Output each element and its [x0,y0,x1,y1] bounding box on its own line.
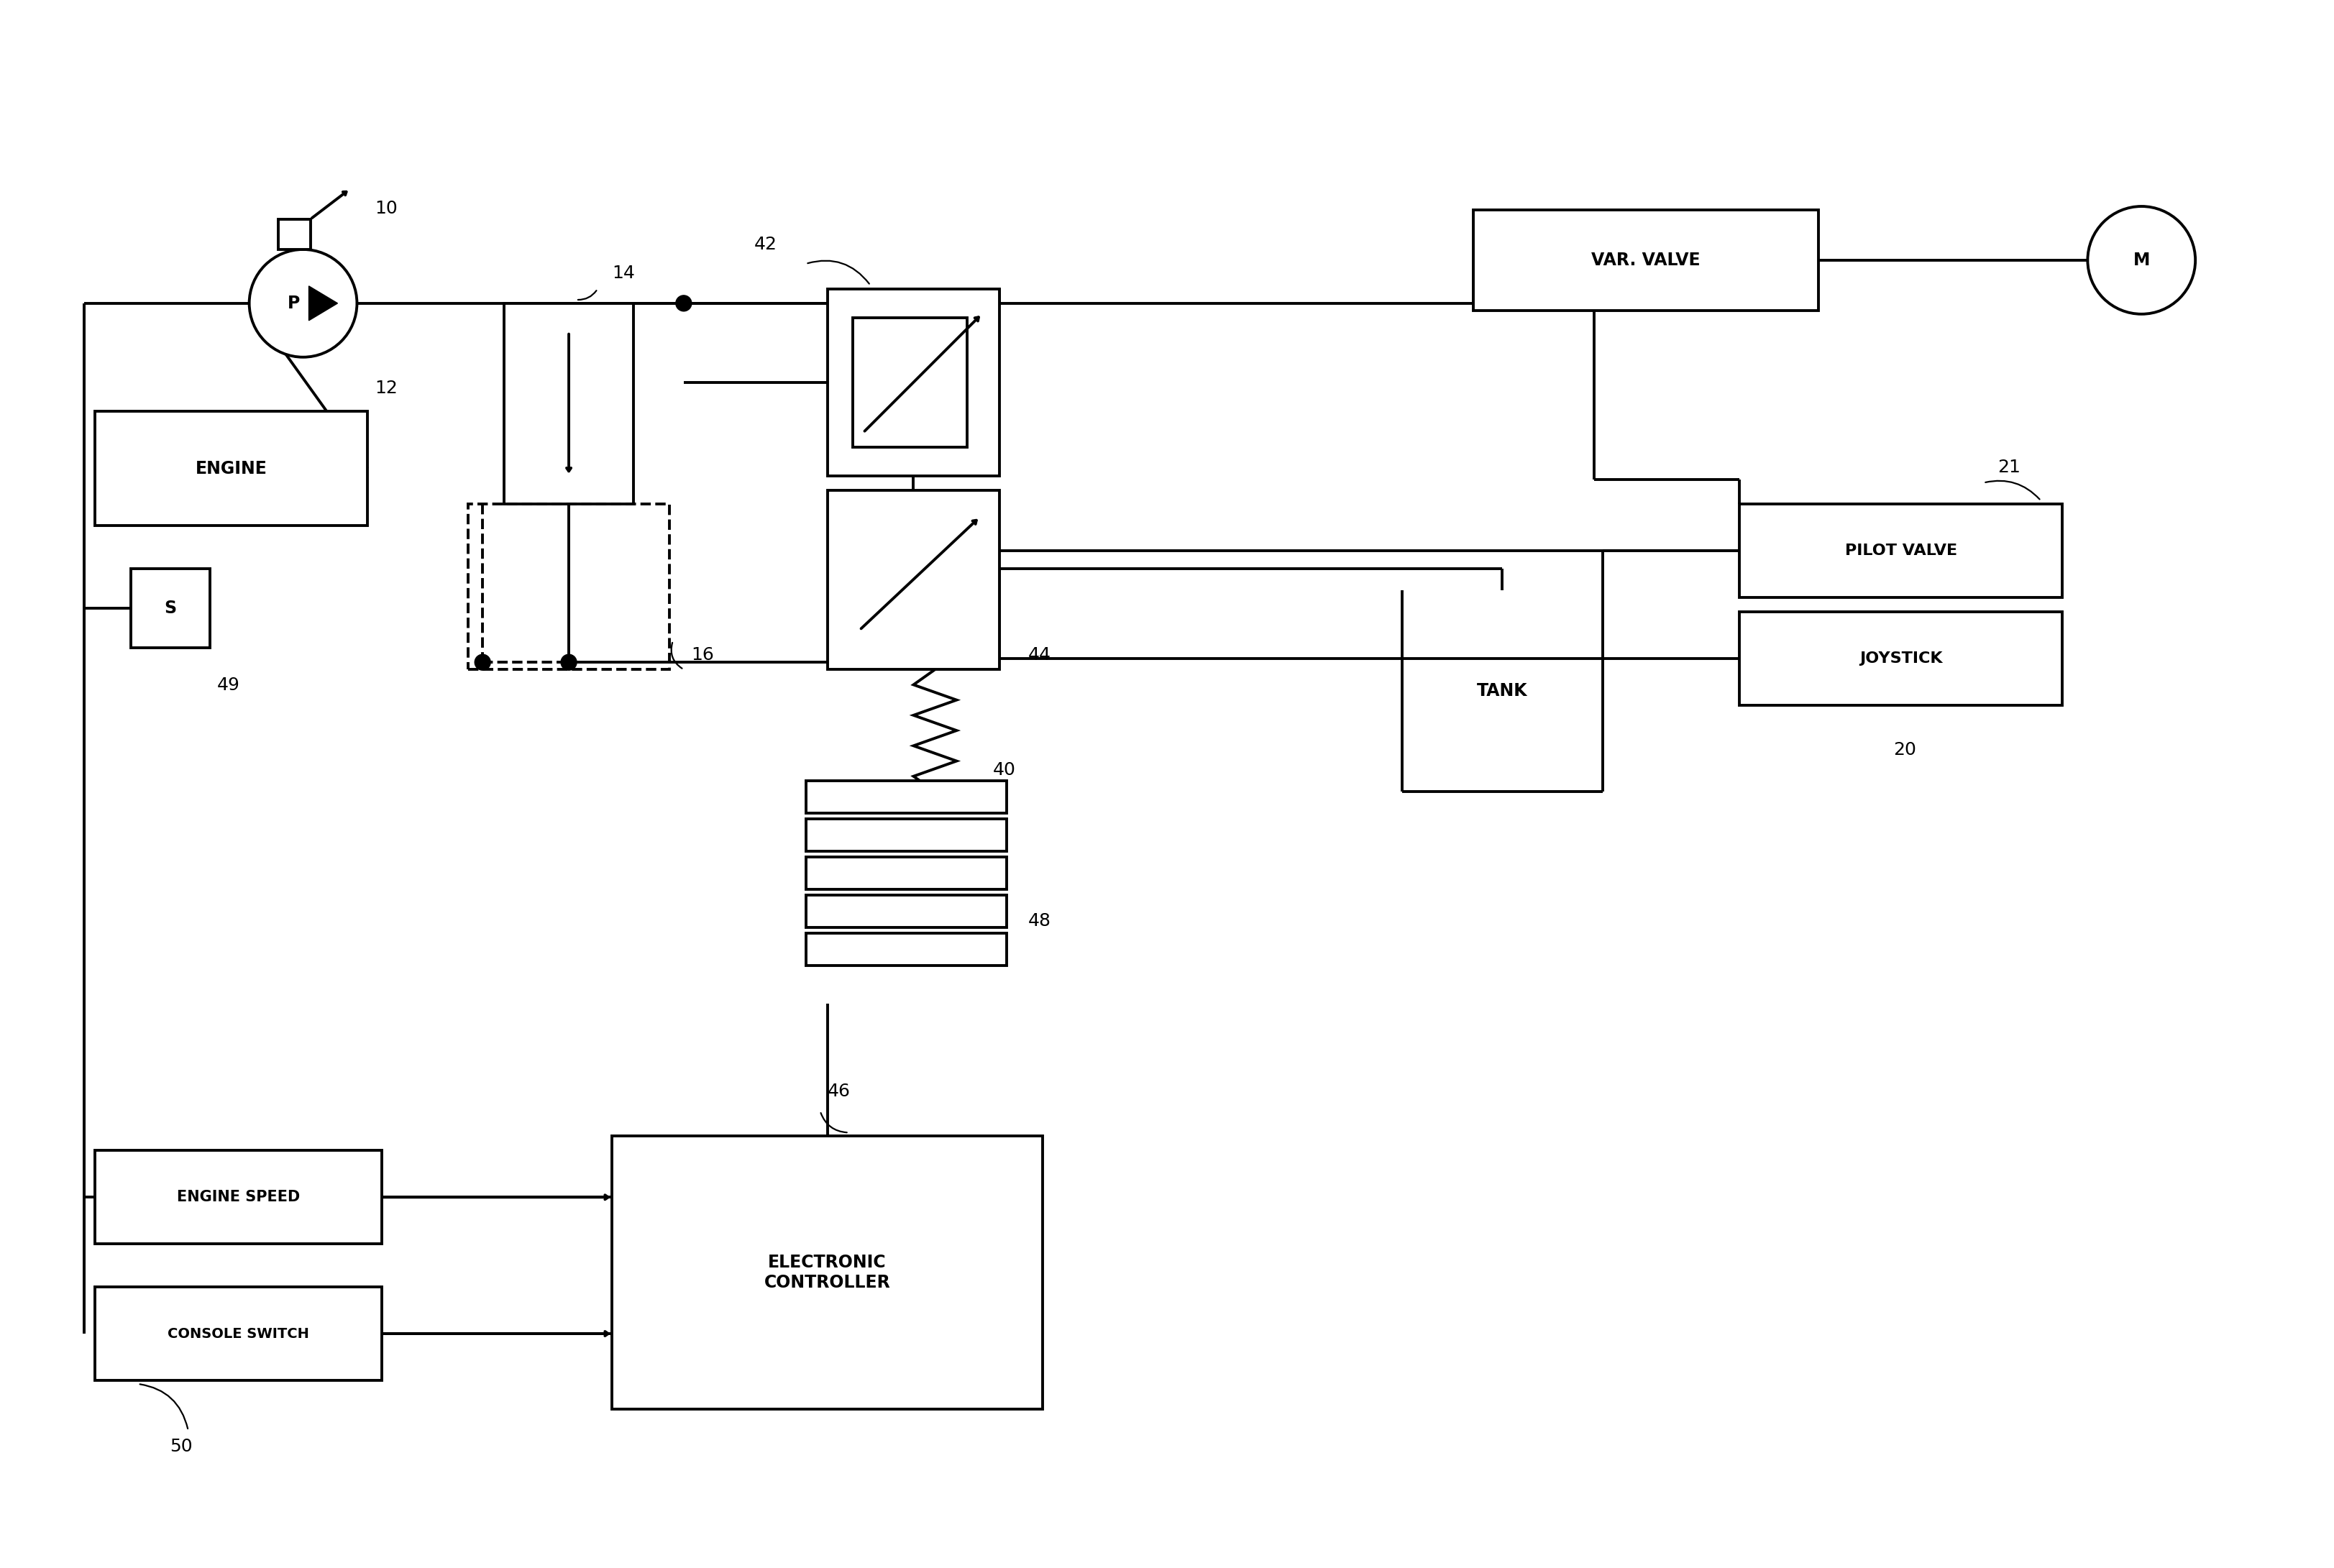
Text: 16: 16 [691,646,714,663]
Circle shape [474,654,490,670]
Text: 44: 44 [1029,646,1050,663]
Text: 42: 42 [754,235,777,252]
Text: 49: 49 [217,677,240,695]
Circle shape [250,249,357,358]
Bar [1739,505,2063,597]
Polygon shape [308,285,338,320]
Bar [805,781,1006,814]
Bar [131,569,210,648]
Bar [96,411,369,525]
Circle shape [2087,207,2196,314]
Text: 46: 46 [826,1083,850,1101]
Bar [612,1137,1043,1410]
Text: ENGINE: ENGINE [196,459,266,477]
Text: P: P [287,295,301,312]
Text: S: S [163,601,177,618]
Bar [805,895,1006,927]
Text: TANK: TANK [1477,682,1529,699]
Text: VAR. VALVE: VAR. VALVE [1592,251,1701,268]
Bar [278,220,310,249]
Bar [826,289,999,475]
Text: ELECTRONIC
CONTROLLER: ELECTRONIC CONTROLLER [763,1254,892,1290]
Bar [805,818,1006,851]
Text: 14: 14 [612,265,635,282]
Text: 50: 50 [170,1438,191,1455]
Circle shape [677,295,691,310]
Text: M: M [2133,251,2150,268]
Text: 20: 20 [1893,742,1916,759]
Text: ENGINE SPEED: ENGINE SPEED [177,1190,301,1204]
Bar [96,1151,383,1243]
Bar [805,933,1006,966]
Circle shape [560,654,576,670]
Text: PILOT VALVE: PILOT VALVE [1844,544,1956,558]
Bar [1473,210,1818,310]
Bar [805,856,1006,889]
Text: 40: 40 [992,762,1015,779]
Bar [504,303,633,505]
Bar [1739,612,2063,706]
Bar [469,505,670,670]
Bar [852,318,966,447]
Bar [96,1287,383,1380]
Text: CONSOLE SWITCH: CONSOLE SWITCH [168,1327,308,1341]
Text: 48: 48 [1029,913,1050,930]
Text: 12: 12 [376,379,397,397]
Text: JOYSTICK: JOYSTICK [1860,652,1942,666]
Bar [826,489,999,670]
Text: 21: 21 [1998,458,2021,475]
Text: 10: 10 [376,199,397,216]
